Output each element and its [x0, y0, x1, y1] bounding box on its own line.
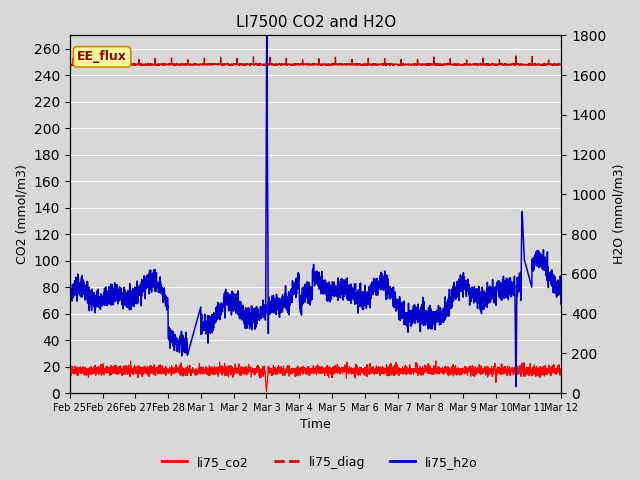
li75_diag	[548, 61, 556, 67]
Text: EE_flux: EE_flux	[77, 50, 127, 63]
Title: LI7500 CO2 and H2O: LI7500 CO2 and H2O	[236, 15, 396, 30]
li75_h2o	[255, 311, 262, 317]
li75_co2	[432, 358, 440, 364]
li75_h2o	[512, 384, 520, 389]
li75_co2	[255, 367, 262, 373]
Y-axis label: CO2 (mmol/m3): CO2 (mmol/m3)	[15, 164, 28, 264]
li75_h2o	[557, 293, 565, 299]
li75_diag	[122, 62, 130, 68]
li75_diag	[495, 61, 503, 67]
li75_h2o	[151, 288, 159, 294]
li75_co2	[548, 370, 556, 376]
Y-axis label: H2O (mmol/m3): H2O (mmol/m3)	[612, 164, 625, 264]
Line: li75_diag: li75_diag	[70, 56, 561, 66]
li75_co2	[122, 362, 130, 368]
li75_h2o	[495, 293, 503, 299]
li75_h2o	[66, 288, 74, 294]
li75_co2	[262, 389, 270, 395]
li75_diag	[512, 53, 520, 59]
Legend: li75_co2, li75_diag, li75_h2o: li75_co2, li75_diag, li75_h2o	[157, 451, 483, 474]
li75_co2	[276, 369, 284, 374]
Line: li75_co2: li75_co2	[70, 361, 561, 392]
li75_diag	[151, 56, 159, 61]
li75_diag	[66, 61, 74, 67]
li75_co2	[495, 368, 503, 373]
X-axis label: Time: Time	[300, 419, 331, 432]
li75_diag	[109, 63, 116, 69]
li75_h2o	[548, 275, 556, 280]
li75_co2	[66, 370, 74, 376]
li75_diag	[276, 61, 284, 67]
li75_h2o	[263, 33, 271, 38]
li75_co2	[151, 368, 159, 374]
li75_h2o	[276, 310, 284, 316]
li75_h2o	[122, 295, 130, 300]
Line: li75_h2o: li75_h2o	[70, 36, 561, 386]
li75_co2	[557, 372, 565, 377]
li75_diag	[255, 62, 262, 68]
li75_diag	[557, 61, 565, 67]
